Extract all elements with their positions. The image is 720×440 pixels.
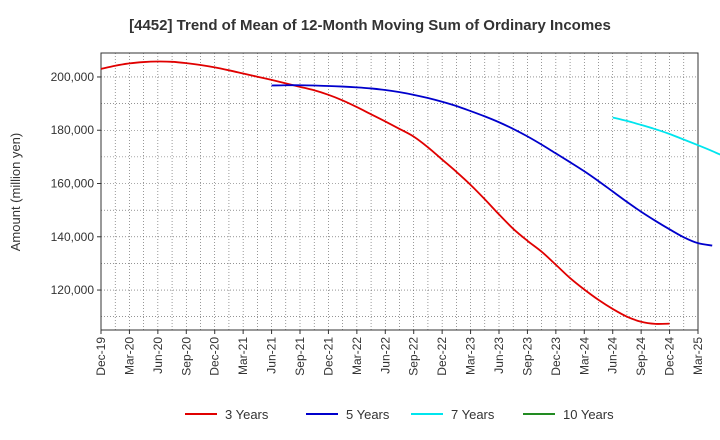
y-axis: 120,000 140,000 160,000 180,000 200,000 xyxy=(51,70,101,297)
legend: 3 Years 5 Years 7 Years 10 Years xyxy=(185,407,614,422)
x-tick-label: Sep-22 xyxy=(407,337,421,376)
y-tick-label: 160,000 xyxy=(51,177,95,191)
x-tick-label: Dec-24 xyxy=(663,337,677,376)
series-line-3-years xyxy=(100,60,670,325)
legend-label: 5 Years xyxy=(346,407,390,422)
x-tick-label: Jun-22 xyxy=(378,337,392,374)
x-tick-label: Dec-20 xyxy=(208,337,222,376)
legend-item-7-years: 7 Years xyxy=(411,407,495,422)
x-tick-label: Dec-22 xyxy=(435,337,449,376)
series-layer xyxy=(100,60,720,325)
x-tick-label: Sep-24 xyxy=(634,337,648,376)
x-tick-label: Mar-23 xyxy=(464,337,478,375)
y-tick-label: 200,000 xyxy=(51,70,95,84)
x-tick-label: Sep-20 xyxy=(179,337,193,376)
y-tick-label: 140,000 xyxy=(51,230,95,244)
x-tick-label: Dec-23 xyxy=(549,337,563,376)
legend-item-10-years: 10 Years xyxy=(523,407,614,422)
x-tick-label: Mar-25 xyxy=(691,337,705,375)
x-tick-label: Jun-20 xyxy=(151,337,165,374)
x-tick-label: Mar-21 xyxy=(236,337,250,375)
x-tick-label: Dec-21 xyxy=(321,337,335,376)
x-tick-label: Mar-22 xyxy=(350,337,364,375)
legend-label: 7 Years xyxy=(451,407,495,422)
x-tick-label: Dec-19 xyxy=(94,337,108,376)
x-tick-label: Sep-23 xyxy=(520,337,534,376)
plot-area xyxy=(100,52,699,331)
series-line-7-years xyxy=(612,116,720,156)
x-tick-label: Jun-21 xyxy=(265,337,279,374)
series-line-5-years xyxy=(271,84,713,247)
legend-label: 3 Years xyxy=(225,407,269,422)
x-tick-label: Jun-23 xyxy=(492,337,506,374)
y-axis-label: Amount (million yen) xyxy=(8,133,23,252)
legend-item-5-years: 5 Years xyxy=(306,407,390,422)
chart-title: [4452] Trend of Mean of 12-Month Moving … xyxy=(129,17,611,34)
y-tick-label: 180,000 xyxy=(51,123,95,137)
y-tick-label: 120,000 xyxy=(51,283,95,297)
x-axis: Dec-19 Mar-20 Jun-20 Sep-20 Dec-20 Mar-21 Jun-… xyxy=(94,330,705,376)
grid xyxy=(101,53,698,330)
x-tick-label: Mar-20 xyxy=(122,337,136,375)
legend-label: 10 Years xyxy=(563,407,614,422)
legend-item-3-years: 3 Years xyxy=(185,407,269,422)
x-tick-label: Mar-24 xyxy=(577,337,591,375)
x-tick-label: Sep-21 xyxy=(293,337,307,376)
x-tick-label: Jun-24 xyxy=(606,337,620,374)
